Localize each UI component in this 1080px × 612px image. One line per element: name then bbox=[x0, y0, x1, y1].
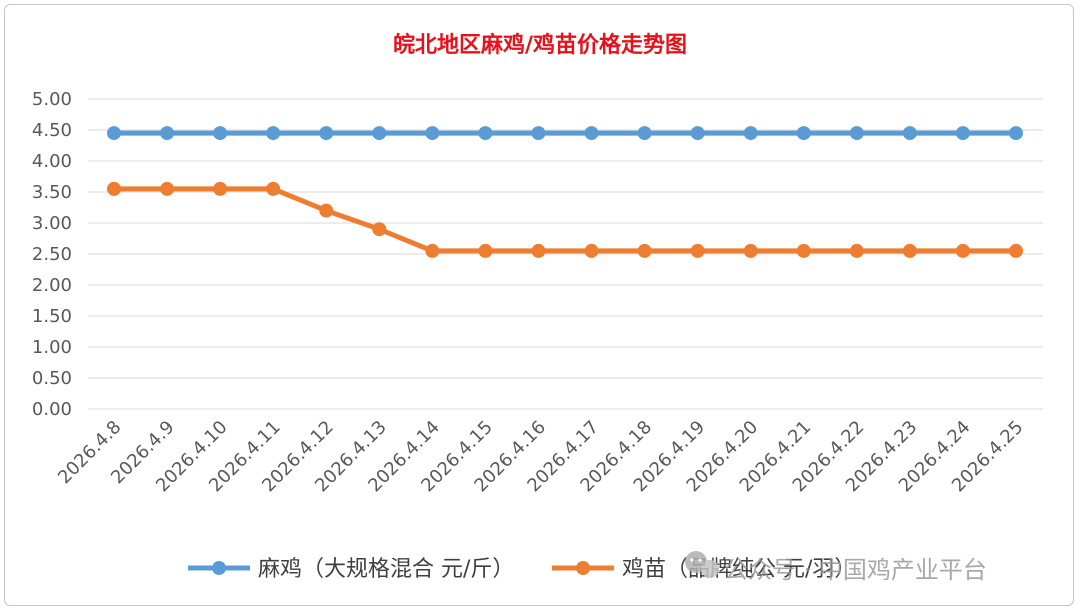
data-point bbox=[637, 126, 652, 141]
data-point bbox=[955, 126, 970, 141]
y-tick-label: 4.00 bbox=[32, 151, 72, 172]
y-tick-label: 2.50 bbox=[32, 244, 72, 265]
legend-label: 麻鸡（大规格混合 元/斤） bbox=[258, 557, 514, 582]
data-point bbox=[902, 243, 917, 258]
y-tick-label: 4.50 bbox=[32, 120, 72, 141]
data-point bbox=[743, 126, 758, 141]
data-point bbox=[266, 181, 281, 196]
data-point bbox=[213, 181, 228, 196]
data-point bbox=[425, 243, 440, 258]
data-point bbox=[690, 243, 705, 258]
data-point bbox=[319, 126, 334, 141]
data-point bbox=[531, 243, 546, 258]
legend-item-1: 鸡苗（品牌纯公 元/羽） bbox=[552, 557, 856, 582]
data-point bbox=[796, 243, 811, 258]
data-point bbox=[849, 243, 864, 258]
data-point bbox=[584, 243, 599, 258]
data-point bbox=[743, 243, 758, 258]
chart-title: 皖北地区麻鸡/鸡苗价格走势图 bbox=[393, 32, 687, 58]
data-point bbox=[584, 126, 599, 141]
data-point bbox=[849, 126, 864, 141]
data-point bbox=[160, 181, 175, 196]
y-tick-label: 5.00 bbox=[32, 89, 72, 110]
data-point bbox=[531, 126, 546, 141]
series-group bbox=[107, 126, 1023, 258]
series-line-1 bbox=[111, 186, 1019, 254]
data-point bbox=[160, 126, 175, 141]
y-tick-label: 3.50 bbox=[32, 182, 72, 203]
data-point bbox=[796, 126, 811, 141]
data-point bbox=[955, 243, 970, 258]
gridlines bbox=[88, 98, 1043, 410]
chart-frame bbox=[4, 4, 1074, 606]
y-tick-label: 3.00 bbox=[32, 213, 72, 234]
data-point bbox=[107, 126, 121, 141]
legend-swatch-marker bbox=[212, 561, 226, 575]
y-tick-label: 2.00 bbox=[32, 275, 72, 296]
data-point bbox=[637, 243, 652, 258]
watermark: 公众号 · 中国鸡产业平台 bbox=[685, 551, 987, 584]
x-axis: 2026.4.82026.4.92026.4.102026.4.112026.4… bbox=[54, 417, 1028, 497]
data-point bbox=[478, 243, 493, 258]
legend-label: 鸡苗（品牌纯公 元/羽） bbox=[622, 557, 856, 582]
data-point bbox=[372, 126, 387, 141]
data-point bbox=[1009, 243, 1023, 258]
data-point bbox=[425, 126, 440, 141]
watermark-text: 公众号 · 中国鸡产业平台 bbox=[724, 556, 987, 584]
data-point bbox=[213, 126, 228, 141]
data-point bbox=[902, 126, 917, 141]
data-point bbox=[107, 181, 121, 196]
data-point bbox=[319, 203, 334, 218]
legend: 麻鸡（大规格混合 元/斤） 鸡苗（品牌纯公 元/羽） bbox=[188, 557, 856, 582]
y-tick-label: 1.00 bbox=[32, 337, 72, 358]
data-point bbox=[266, 126, 281, 141]
y-tick-label: 1.50 bbox=[32, 306, 72, 327]
wechat-icon bbox=[685, 551, 719, 578]
legend-item-0: 麻鸡（大规格混合 元/斤） bbox=[188, 557, 514, 582]
y-tick-label: 0.50 bbox=[32, 368, 72, 389]
y-tick-label: 0.00 bbox=[32, 399, 72, 420]
y-axis: 0.00 0.50 1.00 1.50 2.00 2.50 3.00 3.50 4.00 4.50… bbox=[32, 89, 72, 420]
data-point bbox=[1009, 126, 1023, 141]
data-point bbox=[478, 126, 493, 141]
data-point bbox=[690, 126, 705, 141]
data-point bbox=[372, 222, 387, 237]
legend-swatch-marker bbox=[576, 561, 590, 575]
